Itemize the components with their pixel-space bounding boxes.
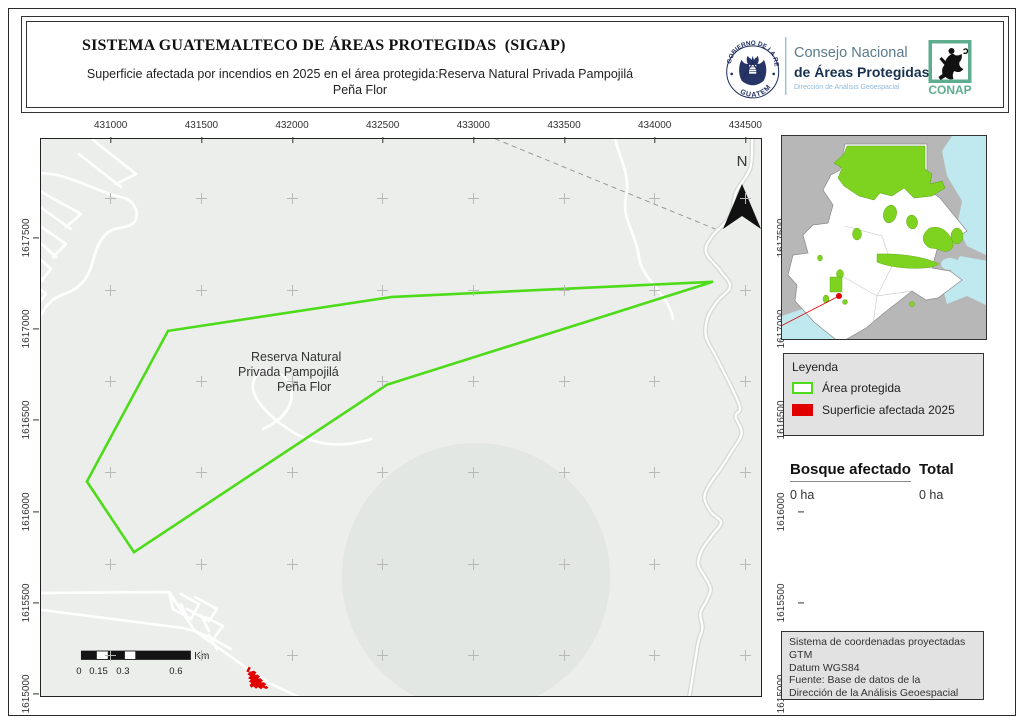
svg-text:N: N xyxy=(737,153,748,170)
svg-text:Peña Flor: Peña Flor xyxy=(277,380,331,394)
svg-text:Dirección de Análisis Geoespac: Dirección de Análisis Geoespacial xyxy=(794,84,900,91)
svg-text:CONAP: CONAP xyxy=(928,83,971,97)
svg-text:de Áreas Protegidas: de Áreas Protegidas xyxy=(794,64,930,80)
svg-text:Reserva Natural: Reserva Natural xyxy=(251,350,341,364)
svg-text:0.6: 0.6 xyxy=(169,666,182,677)
svg-text:0: 0 xyxy=(76,666,81,677)
svg-text:Consejo Nacional: Consejo Nacional xyxy=(794,45,908,61)
svg-text:0.15: 0.15 xyxy=(89,666,108,677)
svg-text:0.3: 0.3 xyxy=(116,666,129,677)
